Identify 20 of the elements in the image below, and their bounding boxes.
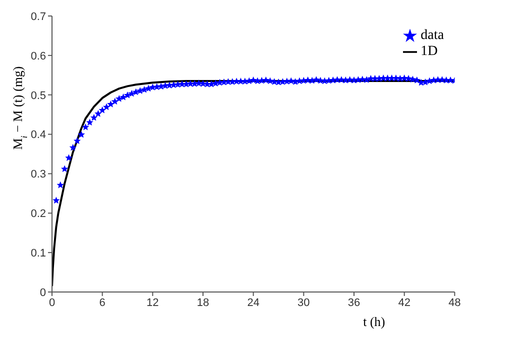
- x-tick-label: 18: [196, 296, 210, 309]
- x-tick-label: 48: [448, 296, 461, 309]
- legend-label: 1D: [420, 44, 438, 59]
- y-tick-label: 0: [40, 286, 46, 299]
- y-tick-label: 0.3: [30, 168, 46, 181]
- legend-label: data: [420, 28, 444, 43]
- y-tick-label: 0.1: [30, 247, 46, 260]
- x-tick-label: 0: [48, 296, 56, 309]
- x-tick-label: 36: [348, 296, 360, 309]
- y-tick-label: 0.5: [30, 90, 46, 102]
- x-tick-label: 24: [247, 296, 260, 309]
- x-tick-label: 30: [298, 296, 310, 309]
- y-tick-label: 0.2: [30, 208, 46, 220]
- x-axis-title: t (h): [363, 314, 386, 329]
- x-tick-label: 42: [398, 296, 410, 309]
- y-tick-label: 0.6: [30, 50, 46, 62]
- y-tick-label: 0.7: [30, 10, 46, 23]
- x-tick-label: 12: [146, 296, 159, 309]
- y-tick-label: 0.4: [30, 129, 46, 142]
- x-tick-label: 6: [99, 296, 106, 309]
